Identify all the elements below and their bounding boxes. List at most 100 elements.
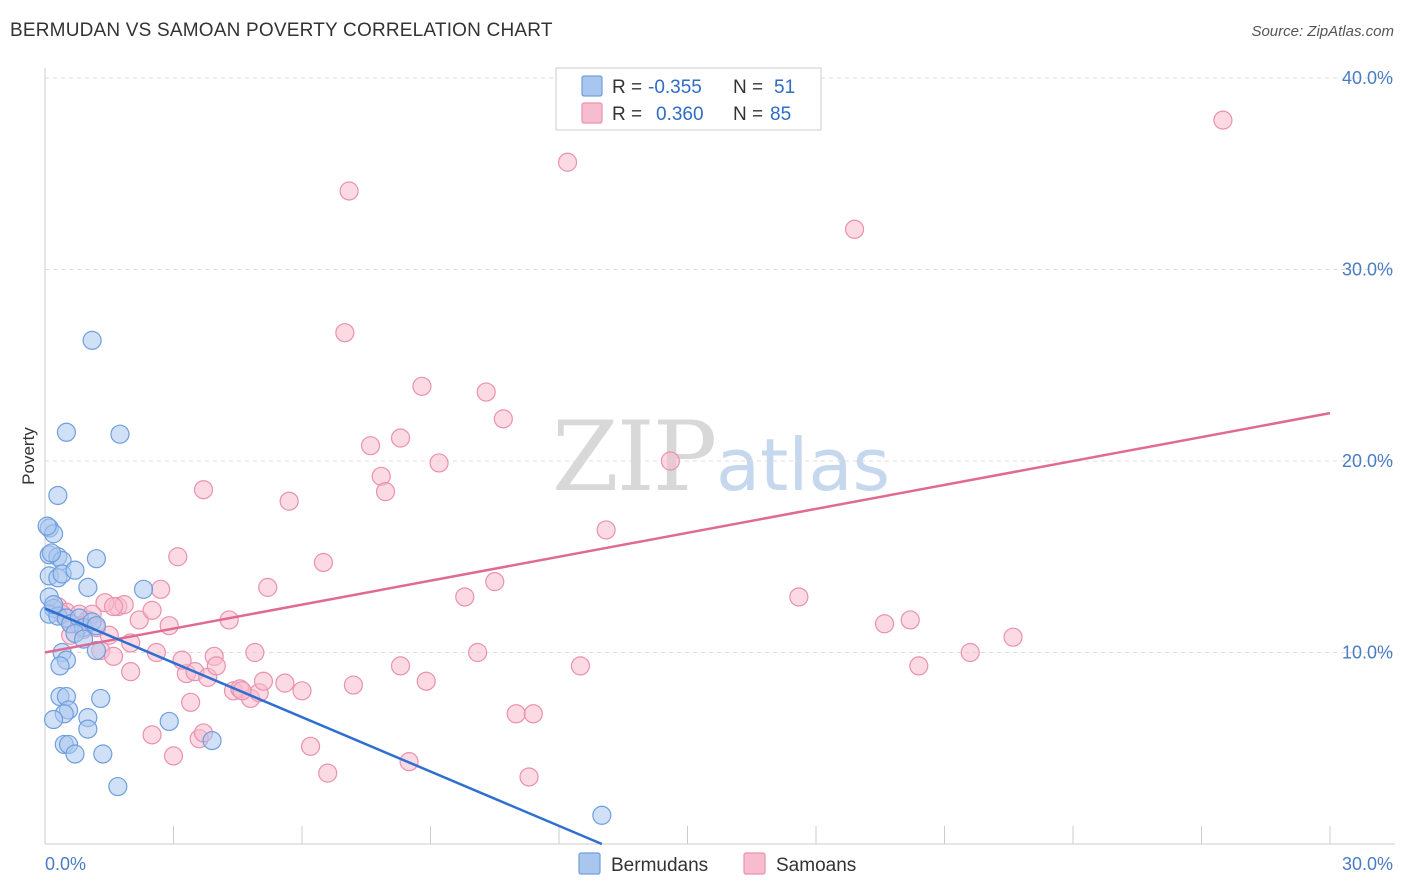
axes xyxy=(44,68,1395,845)
series-legend-samoans-swatch xyxy=(743,852,766,875)
samoan-point-56 xyxy=(476,382,496,402)
bermudan-point-50 xyxy=(37,516,57,536)
bermudan-point-27 xyxy=(50,656,70,676)
bermudan-point-40 xyxy=(159,711,179,732)
samoan-point-76 xyxy=(163,746,184,766)
samoan-point-40 xyxy=(300,736,321,756)
samoan-point-51 xyxy=(412,376,432,396)
bermudan-point-46 xyxy=(48,485,68,506)
samoan-point-82 xyxy=(103,596,124,617)
bermudan-point-8 xyxy=(65,560,85,580)
samoan-point-70 xyxy=(909,656,929,676)
samoan-point-21 xyxy=(193,480,214,500)
samoan-point-20 xyxy=(168,547,188,567)
bermudan-point-41 xyxy=(202,730,222,751)
samoan-point-55 xyxy=(468,642,488,663)
samoan-point-71 xyxy=(960,642,980,663)
samoan-point-36 xyxy=(275,673,295,693)
samoan-point-66 xyxy=(789,587,809,607)
legend-samoans-swatch xyxy=(581,102,603,124)
series-legend: Bermudans Samoans xyxy=(578,852,856,876)
bermudan-point-44 xyxy=(110,424,130,444)
samoan-point-73 xyxy=(1213,110,1233,130)
samoan-point-61 xyxy=(519,767,539,787)
correlation-legend: R = -0.355 N = 51 R = 0.360 N = 85 xyxy=(555,67,822,131)
samoan-point-35 xyxy=(258,577,278,597)
samoan-point-34 xyxy=(253,671,274,691)
legend-bermudans-n-value: 51 xyxy=(774,77,795,98)
samoan-point-24 xyxy=(181,692,201,712)
legend-samoans-r-label: R = xyxy=(612,104,642,125)
samoans-trendline xyxy=(44,411,1331,654)
bermudan-point-35 xyxy=(78,719,98,739)
bermudan-point-38 xyxy=(65,744,85,764)
legend-samoans-n-value: 85 xyxy=(770,104,791,125)
bermudan-point-39 xyxy=(93,744,113,764)
trendlines xyxy=(44,411,1331,846)
bermudan-point-11 xyxy=(133,579,154,599)
samoan-point-54 xyxy=(455,587,475,607)
samoan-point-75 xyxy=(142,725,162,745)
samoan-point-14 xyxy=(129,610,149,630)
samoan-point-52 xyxy=(416,671,436,691)
samoan-point-72 xyxy=(1003,627,1023,647)
samoan-point-65 xyxy=(660,451,680,471)
samoan-point-16 xyxy=(151,579,171,599)
samoan-point-68 xyxy=(874,614,895,634)
samoan-point-41 xyxy=(318,763,338,783)
bermudans-trendline xyxy=(44,607,603,846)
bermudans-series xyxy=(37,330,612,825)
source-credit: Source: ZipAtlas.com xyxy=(1251,23,1394,40)
samoan-point-57 xyxy=(485,572,505,592)
samoan-point-31 xyxy=(245,642,265,663)
bermudan-point-43 xyxy=(56,422,77,442)
samoan-point-47 xyxy=(375,482,396,502)
y-tick-labels: 10.0% 20.0% 30.0% 40.0% xyxy=(1342,68,1393,663)
samoan-point-62 xyxy=(557,152,578,172)
samoan-point-27 xyxy=(206,656,226,676)
gridlines xyxy=(45,77,1395,653)
legend-samoans-r-value: 0.360 xyxy=(656,104,704,125)
series-legend-bermudans-label: Bermudans xyxy=(611,855,708,876)
samoan-point-10 xyxy=(103,646,124,666)
y-axis-label: Poverty xyxy=(19,427,38,485)
legend-bermudans-n-label: N = xyxy=(733,77,763,98)
watermark-atlas: atlas xyxy=(716,423,890,507)
samoan-point-58 xyxy=(493,409,513,429)
bermudan-point-33 xyxy=(43,709,64,730)
samoan-point-63 xyxy=(570,656,591,676)
bermudan-point-9 xyxy=(86,549,107,569)
series-legend-samoans-label: Samoans xyxy=(776,855,856,876)
samoan-point-59 xyxy=(506,704,526,724)
legend-bermudans-r-label: R = xyxy=(612,77,642,98)
bermudan-point-42 xyxy=(108,776,128,797)
samoan-point-48 xyxy=(390,428,411,448)
legend-bermudans-r-value: -0.355 xyxy=(648,77,702,98)
samoan-point-37 xyxy=(279,491,299,511)
y-tick-label-0: 10.0% xyxy=(1342,643,1393,663)
x-tick-labels: 0.0% 30.0% xyxy=(45,854,1393,874)
legend-samoans-n-label: N = xyxy=(733,104,763,125)
y-tick-label-3: 40.0% xyxy=(1342,68,1393,88)
x-tick-label-1: 30.0% xyxy=(1342,854,1393,874)
x-tick-label-0: 0.0% xyxy=(45,854,86,874)
samoan-point-67 xyxy=(844,219,865,239)
bermudan-point-24 xyxy=(86,640,107,661)
y-tick-label-2: 30.0% xyxy=(1342,260,1393,280)
bermudan-point-47 xyxy=(592,805,612,825)
samoan-point-38 xyxy=(292,681,312,701)
samoan-point-60 xyxy=(523,704,543,724)
watermark-zip: ZIP xyxy=(552,401,715,513)
samoan-point-64 xyxy=(596,520,616,540)
bermudan-point-45 xyxy=(82,330,102,350)
samoan-point-19 xyxy=(121,662,141,682)
bermudan-point-30 xyxy=(91,688,111,709)
samoan-point-45 xyxy=(360,436,381,456)
samoan-point-69 xyxy=(900,610,920,630)
bermudan-point-10 xyxy=(78,577,98,597)
bermudan-point-49 xyxy=(41,543,62,563)
samoan-point-39 xyxy=(313,552,334,573)
samoan-point-17 xyxy=(159,616,179,636)
samoan-point-49 xyxy=(390,656,411,676)
